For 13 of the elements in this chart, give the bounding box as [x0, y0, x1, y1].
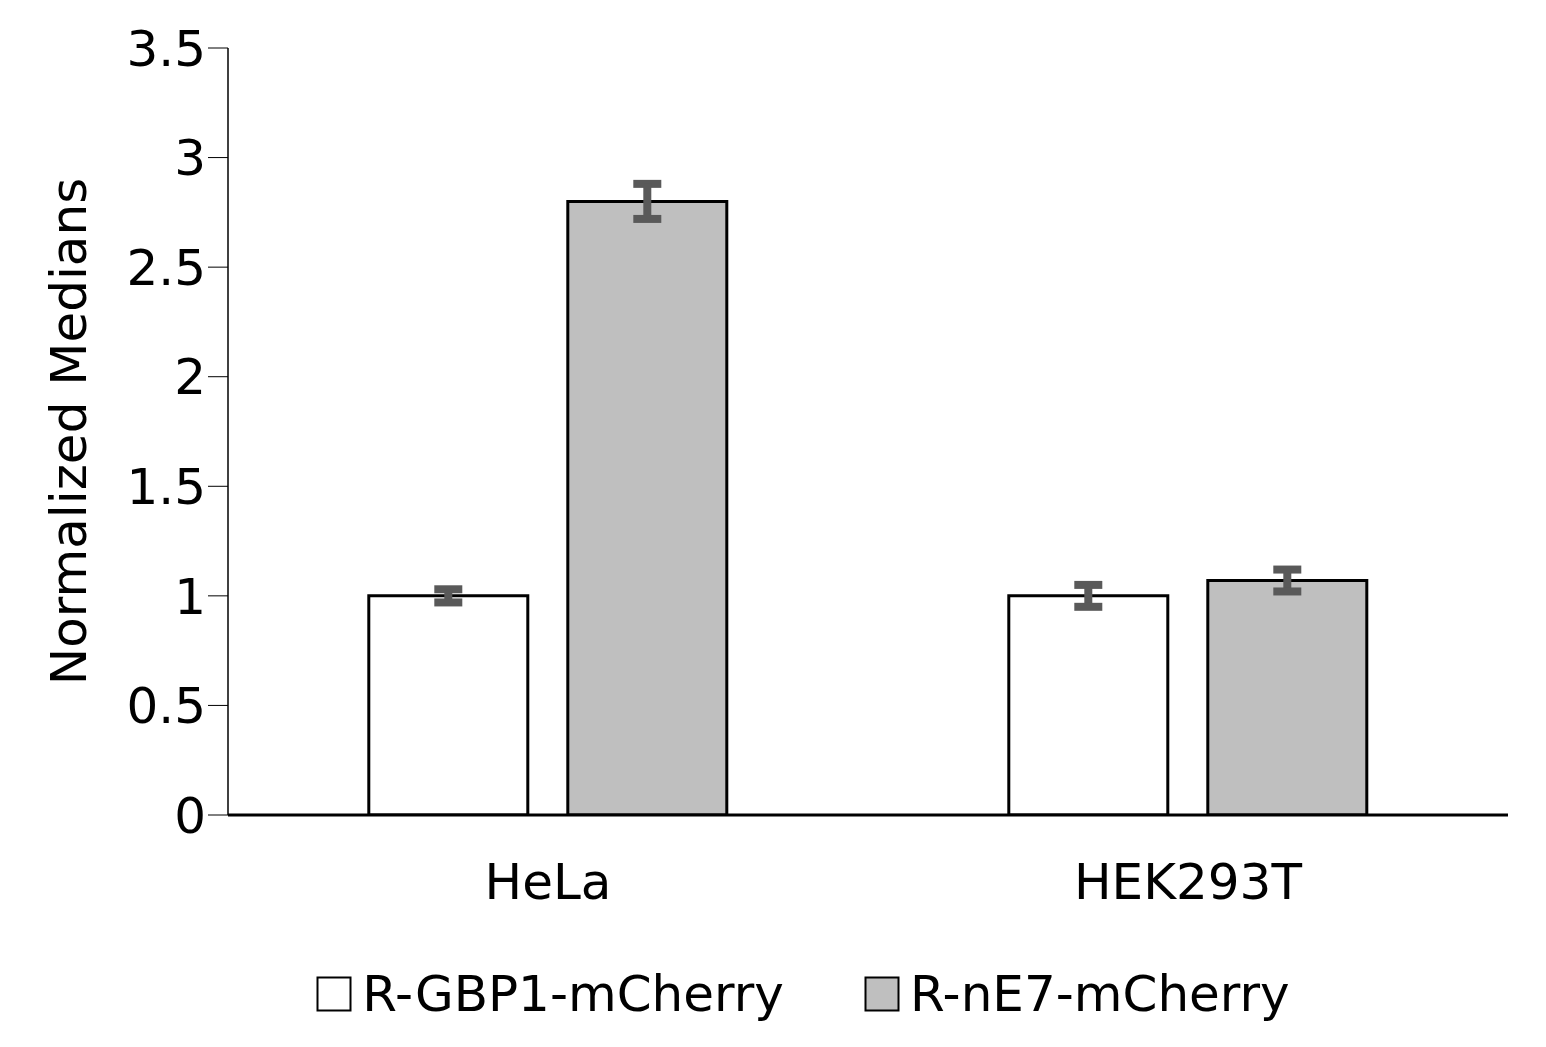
y-tick-label: 2	[174, 348, 206, 407]
x-tick-label: HEK293T	[1074, 852, 1303, 911]
y-axis-title: Normalized Medians	[39, 177, 98, 686]
legend-label: R-nE7-mCherry	[909, 965, 1290, 1023]
x-tick-label: HeLa	[484, 852, 612, 911]
y-tick-label: 1	[174, 567, 206, 626]
y-tick-label: 1.5	[126, 458, 206, 517]
y-tick-label: 0.5	[126, 677, 206, 736]
y-tick-label: 0	[174, 786, 206, 845]
y-tick-label: 2.5	[126, 238, 206, 297]
legend-label: R-GBP1-mCherry	[362, 965, 784, 1023]
y-tick-label: 3.5	[126, 19, 206, 78]
y-tick-label: 3	[174, 129, 206, 188]
